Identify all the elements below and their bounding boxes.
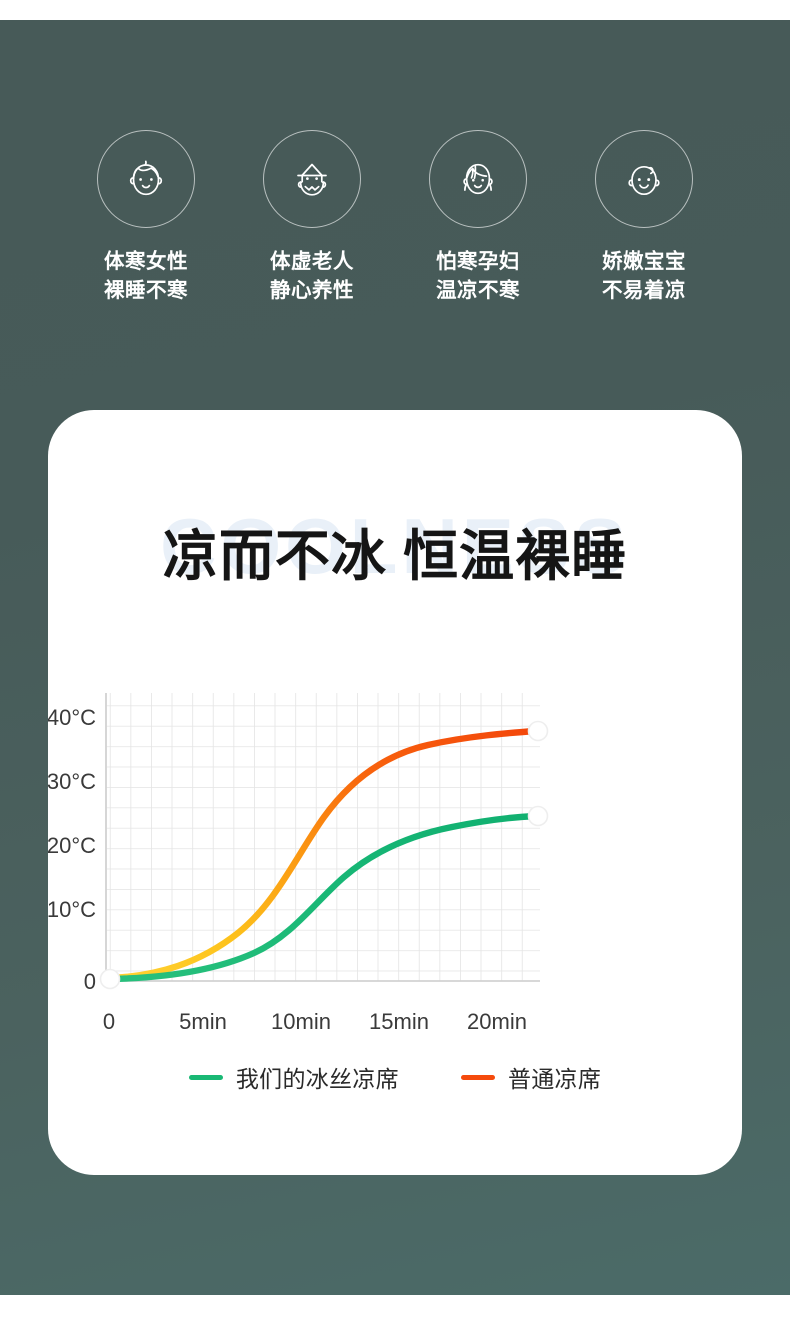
elderly-person-face-icon xyxy=(286,153,338,205)
feature-item-label: 娇嫩宝宝 不易着凉 xyxy=(602,250,686,303)
chart-series-ordinary-mat xyxy=(106,727,540,982)
feature-item-weak-elderly: 体虚老人 静心养性 xyxy=(251,130,373,305)
y-tick-label: 40°C xyxy=(48,705,96,730)
chart-endpoint-marker-ours xyxy=(527,805,549,827)
chart-legend: 我们的冰丝凉席 普通凉席 xyxy=(48,1060,742,1094)
y-tick-label: 30°C xyxy=(48,769,96,794)
temperature-comparison-chart: 40°C 30°C 20°C 10°C 0 0 5min 10min 15min… xyxy=(48,685,742,1105)
feature-item-pregnant-women: 怕寒孕妇 温凉不寒 xyxy=(417,130,539,305)
feature-highlights-row: 体寒女性 裸睡不寒 xyxy=(0,130,790,305)
legend-label: 我们的冰丝凉席 xyxy=(235,1066,399,1092)
chart-y-tick-labels: 40°C 30°C 20°C 10°C 0 xyxy=(48,705,96,994)
legend-item-our-mat: 我们的冰丝凉席 xyxy=(188,1060,399,1094)
feature-item-label: 体虚老人 静心养性 xyxy=(270,250,354,303)
feature-icon-circle xyxy=(263,130,361,228)
pregnant-woman-face-icon xyxy=(452,153,504,205)
teal-background-panel: 体寒女性 裸睡不寒 xyxy=(0,20,790,1295)
legend-swatch-green xyxy=(188,1074,223,1080)
x-tick-label: 10min xyxy=(271,1009,331,1034)
feature-icon-circle xyxy=(97,130,195,228)
feature-item-label: 体寒女性 裸睡不寒 xyxy=(104,250,188,303)
feature-item-delicate-baby: 娇嫩宝宝 不易着凉 xyxy=(583,130,705,305)
headline-block: COOLNESS 凉而不冰 恒温裸睡 xyxy=(48,505,742,615)
x-tick-label: 20min xyxy=(467,1009,527,1034)
legend-item-ordinary-mat: 普通凉席 xyxy=(460,1060,602,1094)
y-tick-label: 0 xyxy=(84,969,96,994)
y-tick-label: 20°C xyxy=(48,833,96,858)
legend-swatch-orange xyxy=(460,1074,495,1080)
x-tick-label: 0 xyxy=(103,1009,115,1034)
feature-icon-circle xyxy=(429,130,527,228)
coolness-watermark-text: COOLNESS xyxy=(160,502,630,590)
chart-endpoint-marker-ordinary xyxy=(527,720,549,742)
coolness-info-card: COOLNESS 凉而不冰 恒温裸睡 xyxy=(48,410,742,1175)
x-tick-label: 15min xyxy=(369,1009,429,1034)
legend-label: 普通凉席 xyxy=(507,1066,602,1092)
chart-svg: 40°C 30°C 20°C 10°C 0 0 5min 10min 15min… xyxy=(48,693,549,1034)
baby-face-icon xyxy=(618,153,670,205)
chart-x-tick-labels: 0 5min 10min 15min 20min xyxy=(103,1009,527,1034)
feature-icon-circle xyxy=(595,130,693,228)
x-tick-label: 5min xyxy=(179,1009,227,1034)
chart-series-our-mat xyxy=(106,812,540,983)
young-woman-face-icon xyxy=(120,153,172,205)
chart-origin-marker xyxy=(99,968,121,990)
y-tick-label: 10°C xyxy=(48,897,96,922)
feature-item-label: 怕寒孕妇 温凉不寒 xyxy=(436,250,520,303)
feature-item-cold-women: 体寒女性 裸睡不寒 xyxy=(85,130,207,305)
page-title: 凉而不冰 恒温裸睡 xyxy=(162,525,628,587)
